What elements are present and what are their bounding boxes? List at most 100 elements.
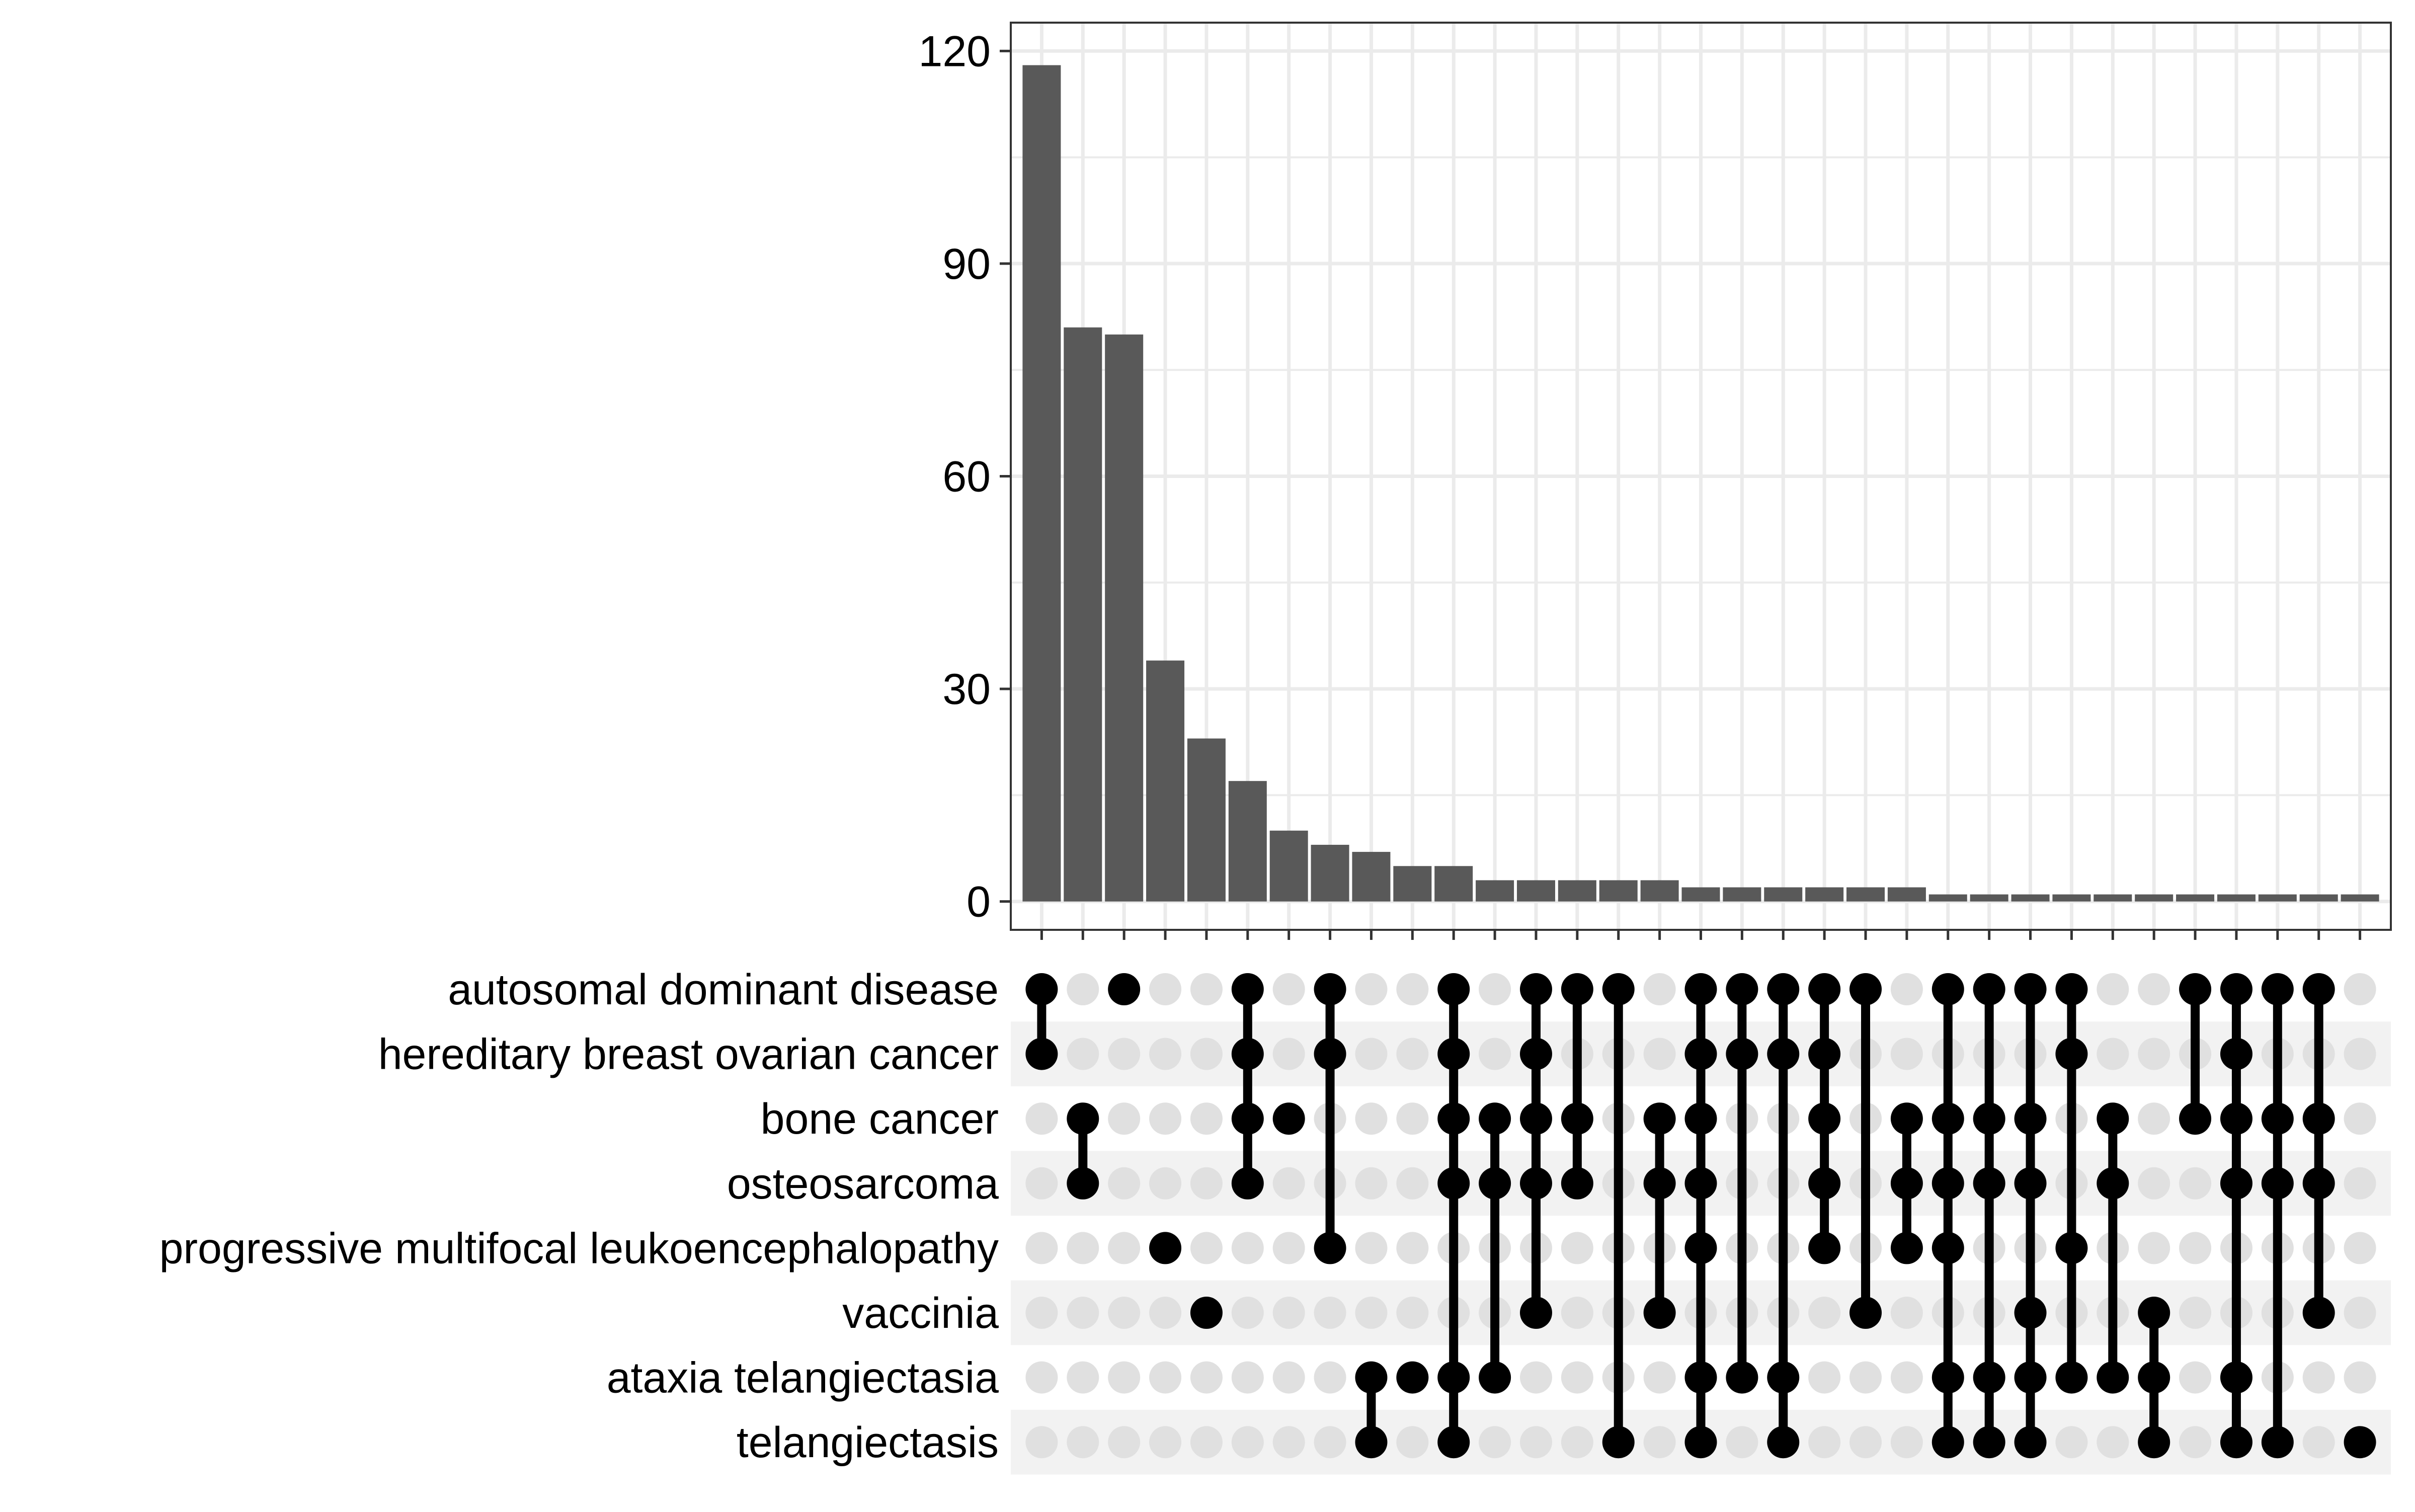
matrix-dot-active <box>2302 1167 2335 1200</box>
matrix-dot-inactive <box>1396 1102 1429 1135</box>
matrix-dot-inactive <box>1272 1426 1305 1459</box>
matrix-dot-inactive <box>1149 1038 1182 1070</box>
bar <box>1476 880 1514 902</box>
matrix-dot-active <box>1726 973 1758 1005</box>
matrix-dot-active <box>1643 1297 1676 1329</box>
matrix-dot-active <box>1808 1038 1841 1070</box>
matrix-dot-inactive <box>1149 1297 1182 1329</box>
matrix-dot-inactive <box>1849 1426 1882 1459</box>
matrix-dot-inactive <box>2055 1426 2088 1459</box>
set-labels: autosomal dominant disease hereditary bre… <box>159 966 999 1467</box>
matrix-dot-inactive <box>2302 1426 2335 1459</box>
matrix-dot-active <box>1684 1167 1717 1200</box>
matrix-dot-inactive <box>2344 1167 2376 1200</box>
matrix-dot-active <box>2261 1426 2294 1459</box>
matrix-dot-active <box>1931 1167 1964 1200</box>
y-tick-label: 90 <box>942 240 991 288</box>
bar <box>1970 894 2008 902</box>
matrix-dot-active <box>2014 1102 2047 1135</box>
set-label: telangiectasis <box>737 1418 999 1467</box>
matrix-dot-active <box>1602 973 1635 1005</box>
matrix-dot-active <box>2220 1361 2252 1394</box>
matrix-dot-inactive <box>1067 1361 1099 1394</box>
matrix-dot-inactive <box>1025 1361 1058 1394</box>
matrix-dot-active <box>1808 1102 1841 1135</box>
y-axis: 0 30 60 90 120 <box>919 27 1011 926</box>
matrix-dot-active <box>1519 1102 1552 1135</box>
matrix-dot-active <box>2220 1038 2252 1070</box>
matrix-dot-active <box>1396 1361 1429 1394</box>
matrix-dot-inactive <box>1149 1102 1182 1135</box>
matrix-dot-active <box>1355 1361 1388 1394</box>
matrix-dot-active <box>1314 1232 1346 1264</box>
matrix-dot-inactive <box>2344 1297 2376 1329</box>
matrix-dot-inactive <box>1643 1361 1676 1394</box>
matrix-dot-active <box>1355 1426 1388 1459</box>
matrix-dot-active <box>2097 1102 2129 1135</box>
matrix-dot-active <box>1684 1102 1717 1135</box>
matrix-dot-inactive <box>1231 1361 1264 1394</box>
matrix-dot-active <box>2302 1297 2335 1329</box>
matrix-dot-active <box>2138 1426 2170 1459</box>
matrix-dot-active <box>2097 1361 2129 1394</box>
matrix-dot-active <box>2055 1232 2088 1264</box>
bar <box>1022 65 1061 902</box>
matrix-dot-active <box>2302 1102 2335 1135</box>
matrix-dot-inactive <box>1808 1361 1841 1394</box>
matrix-dot-active <box>1931 1361 1964 1394</box>
matrix-dot-inactive <box>1561 1426 1593 1459</box>
matrix-dot-inactive <box>1025 1102 1058 1135</box>
matrix-dot-inactive <box>2179 1167 2212 1200</box>
matrix-dot-active <box>1231 1038 1264 1070</box>
bar <box>1064 327 1102 902</box>
matrix-dot-inactive <box>1067 1232 1099 1264</box>
matrix-dot-active <box>1726 1038 1758 1070</box>
matrix-dot-active <box>2138 1297 2170 1329</box>
matrix-dot-inactive <box>1314 1426 1346 1459</box>
bar <box>1723 887 1761 902</box>
matrix-dot-inactive <box>1849 1361 1882 1394</box>
matrix-dot-active <box>2014 1297 2047 1329</box>
matrix-dot-active <box>2220 1426 2252 1459</box>
matrix-dot-active <box>2220 1102 2252 1135</box>
set-label: hereditary breast ovarian cancer <box>378 1030 999 1079</box>
matrix-dot-inactive <box>1808 1426 1841 1459</box>
matrix-dot-inactive <box>2179 1361 2212 1394</box>
matrix-dot-active <box>1973 1426 2005 1459</box>
matrix-dot-inactive <box>1355 973 1388 1005</box>
matrix-dot-inactive <box>1643 973 1676 1005</box>
matrix-dot-active <box>1726 1361 1758 1394</box>
matrix-dot-active <box>1561 1102 1593 1135</box>
matrix-dot-inactive <box>2097 1426 2129 1459</box>
matrix-dot-active <box>1067 1167 1099 1200</box>
matrix-dot-active <box>1931 1426 1964 1459</box>
matrix-dot-inactive <box>2179 1232 2212 1264</box>
matrix-dot-inactive <box>1396 1426 1429 1459</box>
matrix-dot-inactive <box>1067 1038 1099 1070</box>
matrix-dot-active <box>2261 1167 2294 1200</box>
bar <box>2217 894 2256 902</box>
matrix-dots <box>1025 973 2376 1459</box>
matrix-dot-active <box>1231 973 1264 1005</box>
matrix-dot-active <box>1767 1426 1800 1459</box>
matrix-dot-active <box>1437 1102 1470 1135</box>
matrix-dot-active <box>1767 1361 1800 1394</box>
matrix-dot-active <box>1272 1102 1305 1135</box>
matrix-dot-inactive <box>1067 973 1099 1005</box>
bar <box>1887 887 1926 902</box>
matrix-dot-active <box>2179 1102 2212 1135</box>
matrix-dot-inactive <box>1396 1297 1429 1329</box>
matrix-dot-active <box>2014 1361 2047 1394</box>
matrix-dot-active <box>1808 1232 1841 1264</box>
matrix-dot-inactive <box>1479 973 1511 1005</box>
matrix-dot-active <box>2179 973 2212 1005</box>
matrix-dot-active <box>2055 973 2088 1005</box>
matrix-dot-inactive <box>1479 1038 1511 1070</box>
matrix-dot-active <box>2261 973 2294 1005</box>
matrix-dot-active <box>1602 1426 1635 1459</box>
matrix-dot-active <box>2014 973 2047 1005</box>
matrix-dot-inactive <box>1108 1297 1141 1329</box>
matrix-dot-inactive <box>1519 1426 1552 1459</box>
x-axis-ticks <box>1040 930 2362 940</box>
